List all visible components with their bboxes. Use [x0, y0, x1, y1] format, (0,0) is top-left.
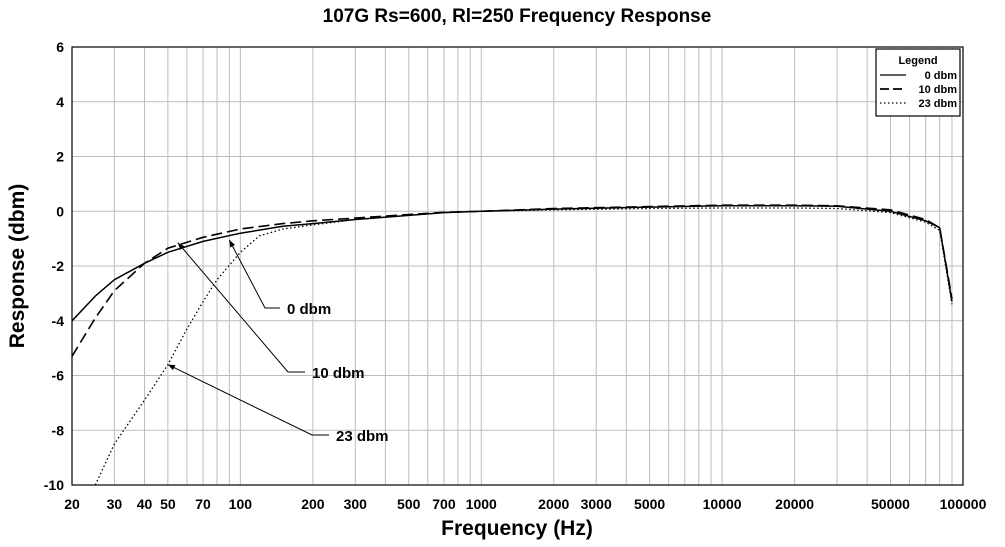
legend-entry-0-dbm: 0 dbm [925, 70, 958, 82]
x-tick-label-50000: 50000 [871, 496, 910, 512]
annotation-leader-0-dbm [228, 239, 280, 309]
annotation-arrow-23-dbm [167, 364, 176, 371]
x-tick-label-20: 20 [64, 496, 80, 512]
x-tick-label-300: 300 [344, 496, 368, 512]
x-tick-label-20000: 20000 [775, 496, 814, 512]
grid-lines [72, 47, 963, 485]
x-tick-label-1000: 1000 [466, 496, 497, 512]
legend-title: Legend [898, 55, 937, 67]
annotation-label-0-dbm: 0 dbm [287, 301, 331, 318]
plot-frame [71, 46, 964, 486]
y-axis-title: Response (dbm) [6, 184, 29, 349]
annotations: 0 dbm 10 dbm 23 dbm [167, 239, 389, 445]
x-tick-label-10000: 10000 [703, 496, 742, 512]
x-tick-label-30: 30 [107, 496, 123, 512]
legend: Legend 0 dbm 10 dbm 23 dbm [875, 48, 961, 117]
chart-title: 107G Rs=600, Rl=250 Frequency Response [323, 6, 712, 27]
x-tick-label-500: 500 [397, 496, 421, 512]
x-tick-label-100: 100 [229, 496, 253, 512]
x-tick-label-100000: 100000 [940, 496, 987, 512]
series-line-0-dbm [71, 205, 953, 322]
legend-entry-10-dbm: 10 dbm [918, 84, 957, 96]
annotation-arrow-10-dbm [177, 242, 185, 250]
x-tick-label-3000: 3000 [581, 496, 612, 512]
annotation-leader-23-dbm [167, 364, 329, 436]
x-tick-label-200: 200 [301, 496, 325, 512]
y-tick-label-4: -4 [52, 313, 65, 329]
y-tick-label-4: 4 [56, 94, 64, 110]
y-tick-label-6: -6 [52, 368, 65, 384]
annotation-label-23-dbm: 23 dbm [336, 428, 389, 445]
axis-tick-labels: 20 30 40 50 70 100 200 300 500 700 1000 2000 3000 500… [44, 39, 987, 512]
y-tick-label-2: -2 [52, 258, 65, 274]
x-tick-label-70: 70 [195, 496, 211, 512]
y-tick-label-8: -8 [52, 422, 65, 438]
annotation-label-10-dbm: 10 dbm [312, 365, 365, 382]
x-tick-label-50: 50 [160, 496, 176, 512]
legend-entry-23-dbm: 23 dbm [918, 98, 957, 110]
y-tick-label-6: 6 [56, 39, 64, 55]
y-tick-label-0: 0 [56, 203, 64, 219]
x-tick-label-2000: 2000 [538, 496, 569, 512]
annotation-leader-10-dbm [177, 242, 305, 373]
y-tick-label-2: 2 [56, 149, 64, 165]
annotation-arrow-0-dbm [229, 240, 236, 248]
x-axis-title: Frequency (Hz) [441, 517, 593, 540]
y-tick-label-10: -10 [44, 477, 64, 493]
series-line-10-dbm [71, 204, 953, 357]
legend-box [875, 48, 961, 117]
series-line-23-dbm [94, 207, 953, 486]
x-tick-label-700: 700 [432, 496, 456, 512]
series-lines [71, 204, 953, 486]
x-tick-label-40: 40 [137, 496, 153, 512]
x-tick-label-5000: 5000 [634, 496, 665, 512]
